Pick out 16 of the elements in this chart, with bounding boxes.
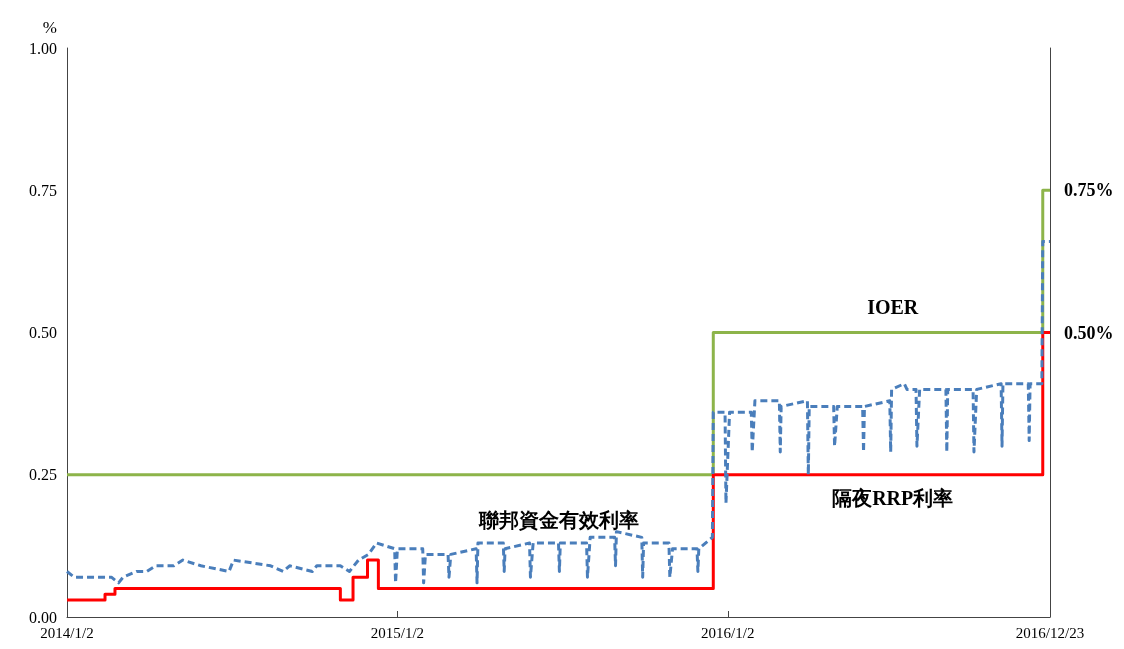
y-tick-label: 1.00 — [29, 39, 57, 57]
series-label: 聯邦資金有效利率 — [477, 509, 639, 532]
y-axis-title: % — [42, 18, 57, 37]
y-tick-label: 0.50 — [29, 324, 57, 341]
x-tick-label: 2016/1/2 — [701, 624, 755, 641]
annotation: 0.75% — [1064, 180, 1114, 201]
series-label: 隔夜RRP利率 — [832, 486, 954, 509]
x-tick-label: 2016/12/23 — [1015, 624, 1085, 641]
y-tick-label: 0.75 — [29, 181, 57, 199]
line-series — [65, 239, 1052, 585]
x-tick-label: 2015/1/2 — [370, 624, 425, 641]
y-tick-label: 0.25 — [29, 466, 57, 484]
y-tick-label: 0.00 — [29, 608, 57, 626]
annotation: 0.50% — [1064, 322, 1114, 343]
series-label: IOER — [867, 295, 919, 318]
x-tick-label: 2014/1/2 — [40, 624, 94, 641]
